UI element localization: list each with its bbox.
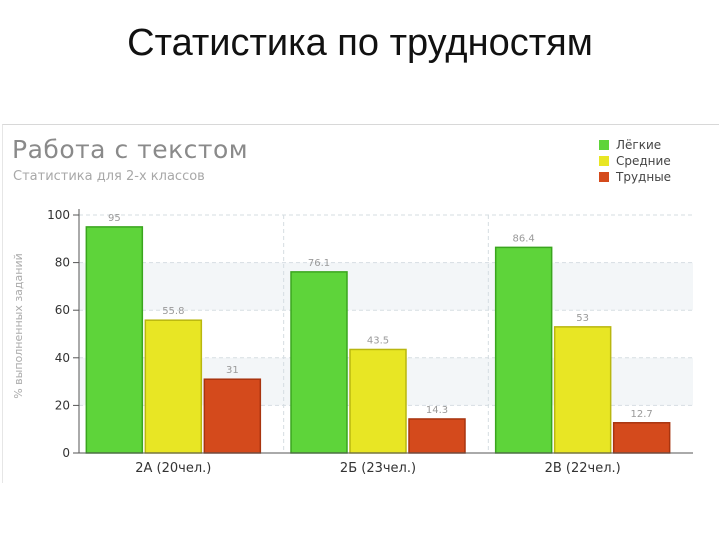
category-label: 2В (22чел.) [545,461,621,476]
legend-swatch-medium [599,156,609,166]
data-label: 12.7 [631,409,653,420]
bar-easy [494,246,553,454]
data-label: 95 [108,213,121,224]
y-axis-title: % выполненных заданий [12,253,25,399]
slide-title: Статистика по трудностям [127,22,593,64]
data-label: 53 [576,313,589,324]
data-label: 76.1 [308,258,330,269]
legend-label-hard: Трудные [616,170,672,184]
bar-hard [612,422,671,454]
chart-subtitle: Статистика для 2-х классов [13,169,205,184]
chart-panel: Работа с текстом Статистика для 2-х клас… [2,124,719,483]
bar-hard [408,418,466,454]
bar-medium [144,319,203,454]
y-tick-label: 0 [62,446,70,460]
y-tick-label: 40 [55,351,70,365]
bar-medium [349,348,407,454]
chart-title: Работа с текстом [12,135,249,164]
bar-medium [553,326,612,454]
legend-item-easy: Лёгкие [599,137,671,153]
legend-swatch-easy [599,140,609,150]
bar-easy [85,226,144,454]
data-label: 14.3 [426,405,448,416]
data-label: 31 [226,365,239,376]
y-tick-label: 60 [55,303,70,317]
bar-hard [203,378,262,454]
legend-label-easy: Лёгкие [616,138,662,152]
category-label: 2А (20чел.) [135,461,211,476]
legend-item-medium: Средние [599,153,671,169]
legend-item-hard: Трудные [599,169,671,185]
legend-label-medium: Средние [616,154,671,168]
y-tick-label: 100 [47,208,70,222]
grid-band [79,262,693,311]
bar-chart: 95 55.8 31 2А (20чел.) 76.1 43.5 14.3 2Б (23чел… [12,208,693,476]
data-label: 86.4 [513,233,535,244]
y-tick-label: 80 [55,256,70,270]
data-label: 43.5 [367,335,389,346]
data-label: 55.8 [162,306,184,317]
chart-legend: Лёгкие Средние Трудные [599,137,671,185]
legend-swatch-hard [599,172,609,182]
bar-easy [290,271,348,454]
category-label: 2Б (23чел.) [340,461,416,476]
y-tick-label: 20 [55,398,70,412]
